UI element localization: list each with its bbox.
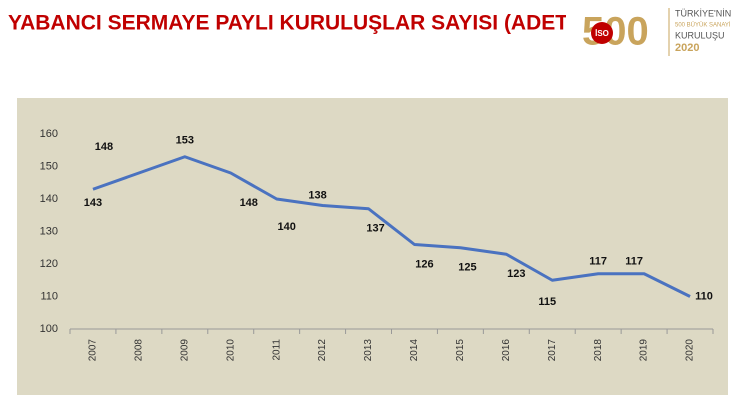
x-tick-label: 2017 xyxy=(547,339,558,362)
logo-line: 500 BÜYÜK SANAYİ xyxy=(675,22,731,29)
x-tick-label: 2010 xyxy=(225,339,236,362)
x-tick-label: 2009 xyxy=(179,339,190,362)
data-label: 140 xyxy=(277,221,295,233)
y-tick-label: 120 xyxy=(40,258,58,270)
y-tick-label: 100 xyxy=(40,323,58,335)
data-label: 137 xyxy=(366,223,384,235)
x-tick-label: 2013 xyxy=(363,339,374,362)
y-tick-label: 110 xyxy=(40,290,58,302)
data-label: 138 xyxy=(308,189,326,201)
x-tick-label: 2007 xyxy=(88,339,99,362)
y-tick-label: 150 xyxy=(40,160,58,172)
x-tick-label: 2008 xyxy=(134,339,145,362)
y-tick-label: 160 xyxy=(40,128,58,140)
x-tick-label: 2012 xyxy=(317,339,328,362)
x-tick-label: 2018 xyxy=(593,339,604,362)
chart-title: YABANCI SERMAYE PAYLI KURULUŞLAR SAYISI … xyxy=(8,12,575,35)
data-label: 110 xyxy=(695,290,713,302)
x-tick-label: 2020 xyxy=(685,339,696,362)
data-label: 117 xyxy=(625,256,643,268)
x-tick-label: 2014 xyxy=(409,339,420,362)
data-label: 143 xyxy=(84,197,102,209)
data-label: 153 xyxy=(176,135,194,147)
x-tick-label: 2015 xyxy=(455,339,466,362)
data-label: 115 xyxy=(538,296,556,308)
data-label: 125 xyxy=(458,262,476,274)
x-tick-label: 2011 xyxy=(271,339,282,361)
logo-line: TÜRKİYE'NİN xyxy=(675,8,731,18)
data-label: 148 xyxy=(240,197,258,209)
data-label: 148 xyxy=(95,141,113,153)
y-tick-label: 130 xyxy=(40,225,58,237)
logo-badge-bg xyxy=(591,22,613,44)
logo-line: KURULUŞU xyxy=(675,30,725,40)
data-label: 117 xyxy=(589,256,607,268)
x-tick-label: 2016 xyxy=(501,339,512,362)
logo-line: 2020 xyxy=(675,42,699,54)
data-label: 126 xyxy=(415,258,433,270)
plot-panel xyxy=(17,98,728,395)
y-tick-label: 140 xyxy=(40,193,58,205)
x-tick-label: 2019 xyxy=(639,339,650,362)
logo-badge: İSO xyxy=(595,29,609,38)
data-label: 123 xyxy=(507,268,525,280)
line xyxy=(92,155,691,298)
